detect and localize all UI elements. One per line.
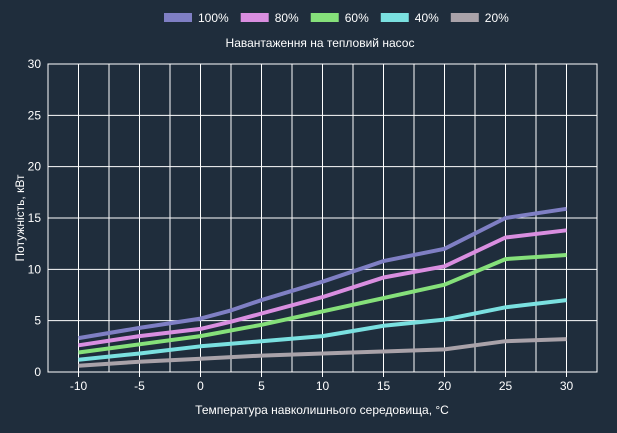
x-tick-label: -5 (134, 379, 145, 393)
y-axis-title: Потужність, кВт (13, 174, 27, 261)
legend-title: Навантаження на тепловий насос (226, 36, 415, 50)
legend-label: 60% (345, 11, 369, 25)
legend-swatch (450, 13, 479, 22)
x-tick-label: 5 (258, 379, 265, 393)
legend-swatch (310, 13, 339, 22)
y-tick-label: 15 (28, 211, 42, 225)
series-line-20pct (78, 337, 567, 368)
legend-swatch (380, 13, 409, 22)
legend-label: 40% (415, 11, 439, 25)
legend-swatch (240, 13, 269, 22)
y-tick-label: 0 (34, 365, 41, 379)
series-line-80pct (78, 228, 567, 348)
legend: 100% 80% 60% 40% 20% (164, 11, 509, 25)
y-tick-label: 10 (28, 262, 42, 276)
x-tick-label: 10 (316, 379, 330, 393)
y-tick-label: 25 (28, 108, 42, 122)
x-tick-label: 30 (560, 379, 574, 393)
series-lines (78, 206, 567, 368)
legend-label: 20% (485, 11, 509, 25)
x-tick-label: 0 (197, 379, 204, 393)
x-tick-label: 25 (499, 379, 513, 393)
x-tick-label: 15 (377, 379, 391, 393)
x-axis-title: Температура навколишнього середовища, °C (195, 403, 449, 417)
series-line-60pct (78, 253, 567, 355)
y-tick-label: 5 (34, 314, 41, 328)
legend-label: 80% (275, 11, 299, 25)
legend-swatch (164, 13, 192, 22)
y-tick-label: 30 (28, 57, 42, 71)
y-tick-label: 20 (28, 160, 42, 174)
x-tick-label: 20 (438, 379, 452, 393)
legend-label: 100% (198, 11, 229, 25)
x-tick-label: -10 (70, 379, 88, 393)
grid (47, 63, 598, 373)
series-line-100pct (78, 206, 567, 341)
axes: 0 5 10 15 20 25 30 -10 -5 0 5 10 15 20 25 30 (28, 57, 574, 393)
series-line-40pct (78, 298, 567, 362)
